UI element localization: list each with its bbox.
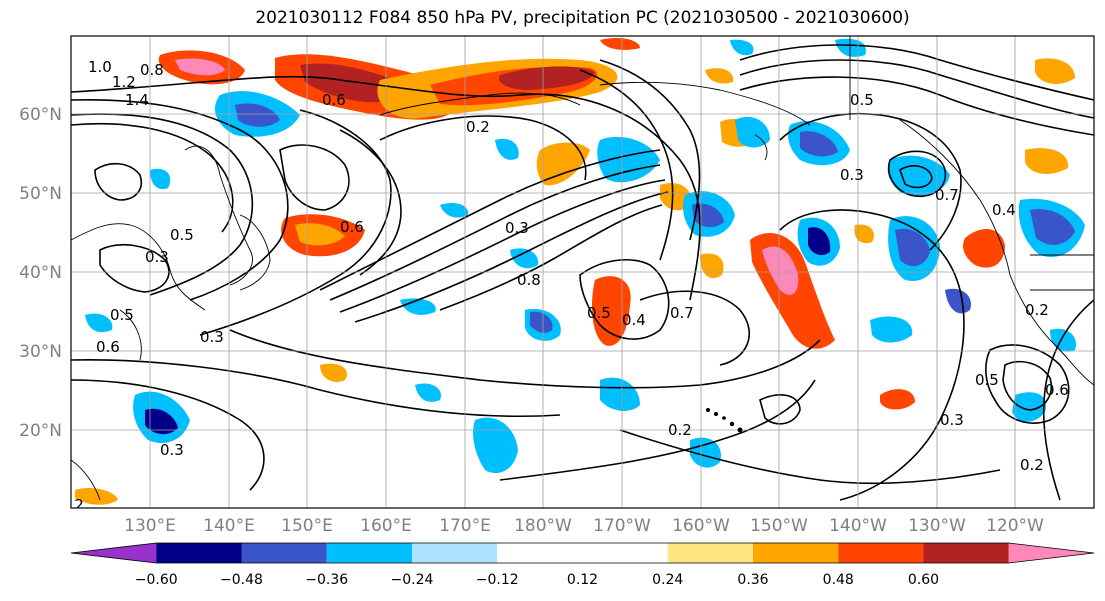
lat-label-30n: 30°N xyxy=(19,342,62,362)
contour-label: 0.6 xyxy=(1045,381,1069,399)
contour-label: 1.0 xyxy=(88,58,112,76)
lat-label-40n: 40°N xyxy=(19,263,62,283)
contour-label: 0.2 xyxy=(466,118,490,136)
colorbar: −0.60 −0.48 −0.36 −0.24 −0.12 0.12 0.24 … xyxy=(70,542,1095,588)
colorbar-box xyxy=(753,543,839,563)
colorbar-boxes xyxy=(70,542,1095,564)
contour-label: 0.4 xyxy=(992,201,1016,219)
map-area: 1.0 1.2 1.4 0.8 0.6 0.2 0.3 0.4 0.5 0.7 … xyxy=(60,36,1094,514)
graticule xyxy=(71,36,1094,508)
contour-label: 0.3 xyxy=(505,219,529,237)
lon-label: 120°W xyxy=(986,516,1044,536)
colorbar-tick-label: 0.60 xyxy=(908,572,939,588)
lon-label: 130°E xyxy=(124,516,176,536)
contour-label: 0.3 xyxy=(145,248,169,266)
colorbar-box xyxy=(582,543,668,563)
contour-label: 0.5 xyxy=(850,91,874,109)
contour-label: 0.5 xyxy=(170,226,194,244)
colorbar-tick-label: −0.60 xyxy=(135,572,178,588)
lon-label: 150°E xyxy=(281,516,333,536)
contour-label: 0.3 xyxy=(200,328,224,346)
contour-label: 0.2 xyxy=(1020,456,1044,474)
lon-label: 160°W xyxy=(672,516,730,536)
colorbar-tick-label: −0.48 xyxy=(220,572,263,588)
pv-contours xyxy=(71,44,1094,501)
colorbar-tick-label: 0.24 xyxy=(652,572,683,588)
contour-label: 0.7 xyxy=(935,186,959,204)
colorbar-box xyxy=(241,543,327,563)
colorbar-ticks: −0.60 −0.48 −0.36 −0.24 −0.12 0.12 0.24 … xyxy=(135,572,939,588)
longitude-labels: 130°E 140°E 150°E 160°E 170°E 180°W 170°… xyxy=(124,516,1044,536)
colorbar-box xyxy=(412,543,498,563)
lat-label-60n: 60°N xyxy=(19,105,62,125)
colorbar-tick-label: −0.12 xyxy=(476,572,519,588)
coastlines xyxy=(71,36,1094,501)
precip-positive-shading xyxy=(75,37,1075,505)
colorbar-tick-label: −0.24 xyxy=(391,572,434,588)
colorbar-box xyxy=(156,543,242,563)
contour-label: 0.2 xyxy=(60,496,84,514)
contour-labels: 1.0 1.2 1.4 0.8 0.6 0.2 0.3 0.4 0.5 0.7 … xyxy=(60,58,1069,514)
lon-label: 140°E xyxy=(203,516,255,536)
contour-label: 0.2 xyxy=(668,421,692,439)
lat-label-50n: 50°N xyxy=(19,184,62,204)
colorbar-box xyxy=(838,543,924,563)
colorbar-tick-label: 0.36 xyxy=(737,572,768,588)
contour-label: 0.6 xyxy=(96,338,120,356)
lon-label: 170°E xyxy=(439,516,491,536)
colorbar-outline xyxy=(70,542,1095,564)
colorbar-box xyxy=(923,543,1009,563)
lon-label: 140°W xyxy=(829,516,887,536)
contour-label: 0.3 xyxy=(840,166,864,184)
contour-label: 0.6 xyxy=(340,218,364,236)
contour-label: 0.5 xyxy=(110,306,134,324)
colorbar-tick-label: 0.12 xyxy=(567,572,598,588)
map-frame xyxy=(70,35,1095,509)
lat-label-20n: 20°N xyxy=(19,421,62,441)
contour-label: 0.5 xyxy=(587,304,611,322)
hawaii-islands xyxy=(706,408,743,433)
colorbar-box xyxy=(497,543,583,563)
contour-label: 0.3 xyxy=(160,441,184,459)
contour-label: 0.8 xyxy=(517,271,541,289)
lon-label: 150°W xyxy=(750,516,808,536)
colorbar-tick-label: −0.36 xyxy=(305,572,348,588)
colorbar-extend-min xyxy=(71,543,157,563)
contour-label: 0.6 xyxy=(322,91,346,109)
colorbar-box xyxy=(667,543,753,563)
contour-label: 0.7 xyxy=(670,304,694,322)
contour-label: 0.8 xyxy=(140,61,164,79)
map-title: 2021030112 F084 850 hPa PV, precipitatio… xyxy=(255,8,910,28)
latitude-labels: 60°N 50°N 40°N 30°N 20°N xyxy=(19,105,62,441)
contour-label: 1.4 xyxy=(125,91,149,109)
lon-label: 130°W xyxy=(908,516,966,536)
lon-label: 180°W xyxy=(514,516,572,536)
colorbar-extend-max xyxy=(1008,543,1094,563)
contour-label: 1.2 xyxy=(112,73,136,91)
colorbar-tick-label: 0.48 xyxy=(823,572,854,588)
lon-label: 160°E xyxy=(360,516,412,536)
precip-negative-shading xyxy=(85,38,1085,474)
contour-label: 0.2 xyxy=(1025,301,1049,319)
lon-label: 170°W xyxy=(593,516,651,536)
contour-label: 0.4 xyxy=(622,311,646,329)
contour-label: 0.5 xyxy=(975,371,999,389)
contour-label: 0.3 xyxy=(940,411,964,429)
colorbar-box xyxy=(326,543,412,563)
